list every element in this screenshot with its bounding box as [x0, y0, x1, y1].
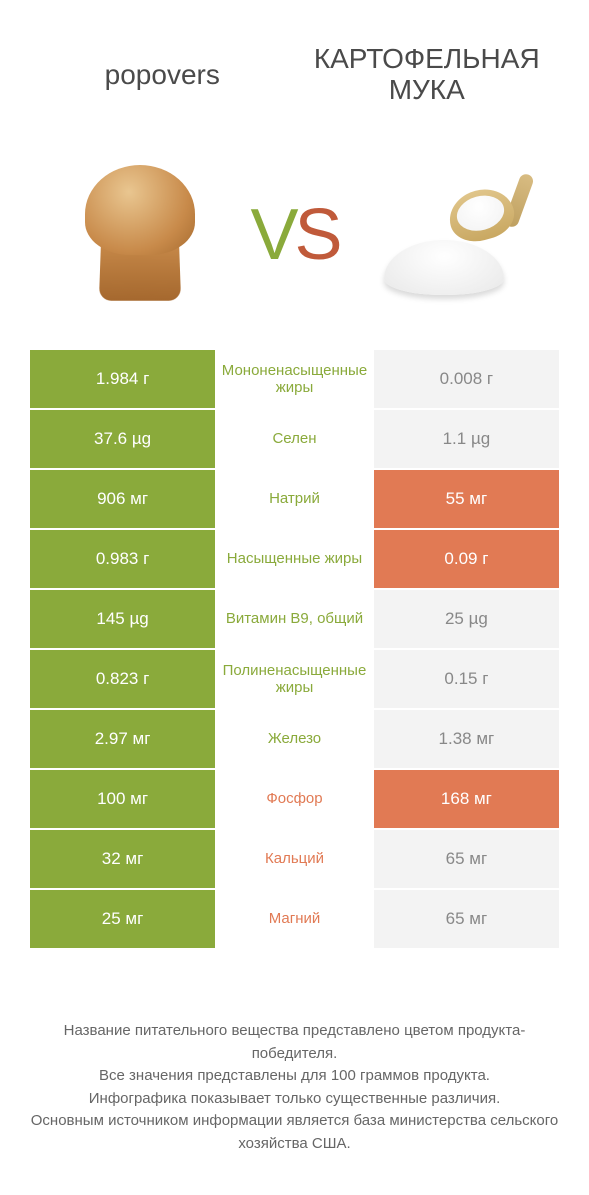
right-value-cell: 0.008 г [374, 350, 559, 408]
nutrient-label: Железо [215, 710, 374, 768]
left-value-cell: 145 µg [30, 590, 215, 648]
table-row: 0.823 гПолиненасыщенные жиры0.15 г [30, 650, 559, 710]
left-value-cell: 2.97 мг [30, 710, 215, 768]
nutrient-label: Кальций [215, 830, 374, 888]
nutrient-label: Мононенасыщенные жиры [215, 350, 374, 408]
table-row: 2.97 мгЖелезо1.38 мг [30, 710, 559, 770]
right-value-cell: 1.1 µg [374, 410, 559, 468]
vs-v: V [250, 195, 294, 275]
footer-line: Инфографика показывает только существенн… [30, 1088, 559, 1111]
left-value-cell: 0.983 г [30, 530, 215, 588]
right-value-cell: 65 мг [374, 890, 559, 948]
left-value-cell: 0.823 г [30, 650, 215, 708]
right-value-cell: 168 мг [374, 770, 559, 828]
table-row: 1.984 гМононенасыщенные жиры0.008 г [30, 350, 559, 410]
infographic-page: popovers КАРТОФЕЛЬНАЯ МУКА VS 1.984 гМон… [0, 0, 589, 1195]
nutrient-label: Магний [215, 890, 374, 948]
footer-notes: Название питательного вещества представл… [30, 1020, 559, 1155]
right-value-cell: 25 µg [374, 590, 559, 648]
nutrient-label: Селен [215, 410, 374, 468]
left-value-cell: 1.984 г [30, 350, 215, 408]
vs-label: VS [240, 194, 348, 276]
footer-line: Основным источником информации является … [30, 1110, 559, 1155]
right-value-cell: 0.09 г [374, 530, 559, 588]
table-row: 100 мгФосфор168 мг [30, 770, 559, 830]
table-row: 906 мгНатрий55 мг [30, 470, 559, 530]
images-row: VS [0, 130, 589, 340]
right-value-cell: 65 мг [374, 830, 559, 888]
table-row: 0.983 гНасыщенные жиры0.09 г [30, 530, 559, 590]
left-value-cell: 25 мг [30, 890, 215, 948]
comparison-table: 1.984 гМононенасыщенные жиры0.008 г37.6 … [30, 350, 559, 950]
right-value-cell: 1.38 мг [374, 710, 559, 768]
left-value-cell: 37.6 µg [30, 410, 215, 468]
flour-icon [374, 165, 524, 305]
table-row: 25 мгМагний65 мг [30, 890, 559, 950]
nutrient-label: Полиненасыщенные жиры [215, 650, 374, 708]
table-row: 32 мгКальций65 мг [30, 830, 559, 890]
title-right: КАРТОФЕЛЬНАЯ МУКА [295, 44, 560, 106]
nutrient-label: Натрий [215, 470, 374, 528]
title-left: popovers [30, 59, 295, 91]
table-row: 37.6 µgСелен1.1 µg [30, 410, 559, 470]
left-value-cell: 32 мг [30, 830, 215, 888]
vs-s: S [295, 195, 339, 275]
right-value-cell: 0.15 г [374, 650, 559, 708]
nutrient-label: Насыщенные жиры [215, 530, 374, 588]
header-row: popovers КАРТОФЕЛЬНАЯ МУКА [0, 20, 589, 130]
table-row: 145 µgВитамин B9, общий25 µg [30, 590, 559, 650]
footer-line: Все значения представлены для 100 граммо… [30, 1065, 559, 1088]
left-product-image [40, 165, 240, 305]
left-value-cell: 906 мг [30, 470, 215, 528]
footer-line: Название питательного вещества представл… [30, 1020, 559, 1065]
nutrient-label: Витамин B9, общий [215, 590, 374, 648]
left-value-cell: 100 мг [30, 770, 215, 828]
right-product-image [349, 165, 549, 305]
popover-icon [75, 165, 205, 305]
right-value-cell: 55 мг [374, 470, 559, 528]
nutrient-label: Фосфор [215, 770, 374, 828]
